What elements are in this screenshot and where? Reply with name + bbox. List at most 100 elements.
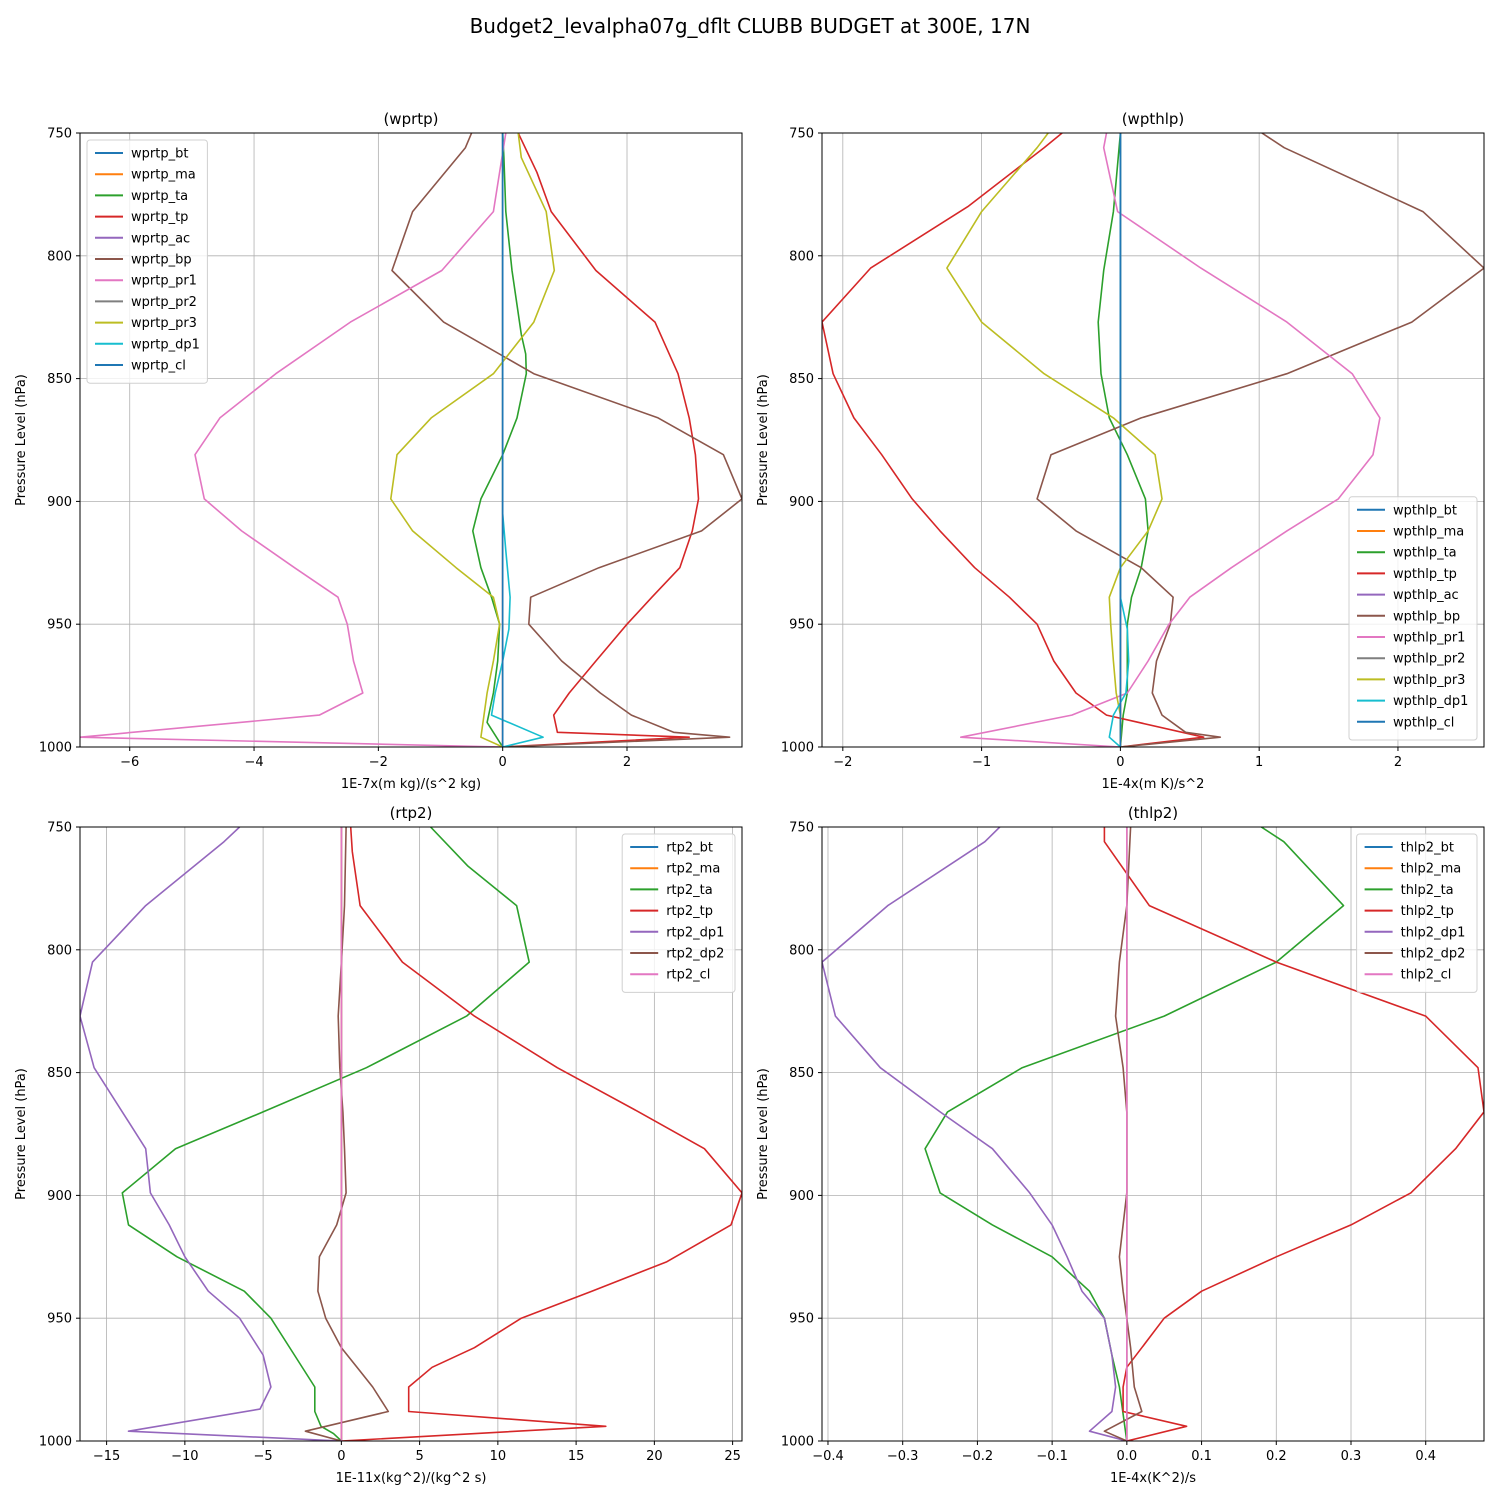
y-axis-label: Pressure Level (hPa) [14,374,29,506]
series-line-wpthlp_bp [1036,133,1484,747]
legend-label: rtp2_ta [666,883,713,898]
series-line-wpthlp_dp1 [1108,133,1130,747]
legend-label: wprtp_tp [131,210,188,225]
series-line-wprtp_ta [471,133,528,747]
panel-title: (wprtp) [383,110,438,128]
y-tick-label: 950 [47,1312,72,1327]
x-tick-label: −0.2 [962,1449,994,1464]
series-group [822,133,1484,747]
series-line-wpthlp_tp [822,133,1205,747]
legend-label: wpthlp_ac [1393,588,1459,603]
x-tick-label: 0 [337,1449,345,1464]
y-tick-label: 800 [789,943,814,958]
legend-label: wprtp_ta [131,189,188,204]
plot-frame [821,132,1485,748]
y-axis-label: Pressure Level (hPa) [756,374,771,506]
legend-label: wpthlp_pr1 [1393,631,1465,646]
y-tick-label: 900 [47,495,72,510]
legend: rtp2_bt rtp2_ma rtp2_ta rtp2_tp rtp2_dp1 rtp2… [621,833,736,993]
series-group [822,827,1484,1441]
y-axis-label: Pressure Level (hPa) [756,1068,771,1200]
y-tick-label: 950 [789,1312,814,1327]
y-tick-label: 950 [47,618,72,633]
y-tick-label: 850 [789,1066,814,1081]
legend-label: rtp2_dp2 [666,947,724,962]
y-tick-label: 850 [789,372,814,387]
panel-title: (rtp2) [390,804,433,822]
legend-label: thlp2_bt [1401,841,1454,856]
y-tick-label: 850 [47,1066,72,1081]
legend-label: wpthlp_dp1 [1393,694,1468,709]
x-tick-label: −4 [244,755,263,770]
y-tick-label: 800 [47,943,72,958]
legend-label: wprtp_pr3 [131,316,197,331]
x-tick-label: 10 [490,1449,507,1464]
legend-label: wprtp_pr2 [131,295,197,310]
series-line-rtp2_dp2 [304,827,390,1441]
x-tick-label: −2 [369,755,388,770]
series-line-thlp2_dp2 [1103,827,1143,1441]
y-tick-label: 750 [47,127,72,142]
y-tick-label: 900 [47,1189,72,1204]
y-tick-label: 850 [47,372,72,387]
series-line-thlp2_dp1 [822,827,1128,1441]
x-tick-label: 2 [1394,755,1402,770]
series-line-wpthlp_ta [1097,133,1149,747]
series-line-wpthlp_pr1 [959,133,1381,747]
legend: thlp2_bt thlp2_ma thlp2_ta thlp2_tp thlp2_dp… [1356,833,1478,993]
x-tick-label: 15 [568,1449,585,1464]
series-group [80,133,742,747]
panel-1: −2 −1 0 1 2 750 800 850 900 950 1000 (wpthlp) 1E-4x(… [756,110,1485,792]
figure-title: Budget2_levalpha07g_dflt CLUBB BUDGET at… [469,14,1031,38]
x-tick-label: 25 [724,1449,741,1464]
legend: wpthlp_bt wpthlp_ma wpthlp_ta wpthlp_tpwpth… [1348,496,1478,741]
x-tick-label: −15 [93,1449,120,1464]
x-axis-label: 1E-4x(m K)/s^2 [1102,777,1205,792]
series-line-wprtp_pr1 [80,133,507,747]
x-tick-label: −0.4 [812,1449,844,1464]
series-line-rtp2_dp1 [80,827,342,1441]
y-tick-label: 1000 [39,1435,72,1450]
x-tick-label: 20 [646,1449,663,1464]
x-tick-label: −0.1 [1036,1449,1068,1464]
x-tick-label: 2 [623,755,631,770]
x-tick-label: 0.1 [1191,1449,1212,1464]
x-tick-label: 0 [499,755,507,770]
y-tick-label: 750 [789,821,814,836]
legend-label: wprtp_dp1 [131,337,200,352]
legend-label: wprtp_bt [131,147,188,162]
legend-label: thlp2_ta [1401,883,1454,898]
x-tick-label: 0.4 [1415,1449,1436,1464]
x-tick-label: 0.0 [1117,1449,1138,1464]
legend-label: wprtp_ma [131,168,196,183]
series-line-wprtp_bp [391,133,742,747]
series-line-wprtp_dp1 [490,133,544,747]
x-axis-label: 1E-4x(K^2)/s [1110,1471,1196,1486]
y-axis-label: Pressure Level (hPa) [14,1068,29,1200]
legend-label: rtp2_cl [666,968,710,983]
plot-frame [821,826,1485,1442]
legend-label: wpthlp_ta [1393,546,1457,561]
legend-label: thlp2_dp1 [1401,925,1466,940]
series-line-thlp2_tp [1103,827,1484,1441]
x-axis-label: 1E-7x(m kg)/(s^2 kg) [341,777,481,792]
legend-label: wprtp_pr1 [131,274,197,289]
x-tick-label: −10 [171,1449,198,1464]
legend-label: rtp2_tp [666,904,713,919]
legend-label: thlp2_tp [1401,904,1454,919]
legend-label: rtp2_ma [666,862,720,877]
x-tick-label: 0.2 [1266,1449,1287,1464]
legend-label: wpthlp_tp [1393,567,1457,582]
legend-label: rtp2_dp1 [666,925,724,940]
legend-label: wpthlp_ma [1393,525,1464,540]
y-tick-label: 900 [789,495,814,510]
panel-0: −6 −4 −2 0 2 750 800 850 900 950 1000 (wprtp) 1E-7x(… [14,110,743,792]
panel-2: −15 −10 −5 0 5 10 15 20 25 750 800 850 900 950 1000 (rt… [14,804,743,1486]
y-tick-label: 950 [789,618,814,633]
y-tick-label: 750 [789,127,814,142]
x-tick-label: −5 [254,1449,273,1464]
y-tick-label: 900 [789,1189,814,1204]
x-tick-label: 0 [1116,755,1124,770]
legend-label: rtp2_bt [666,841,713,856]
